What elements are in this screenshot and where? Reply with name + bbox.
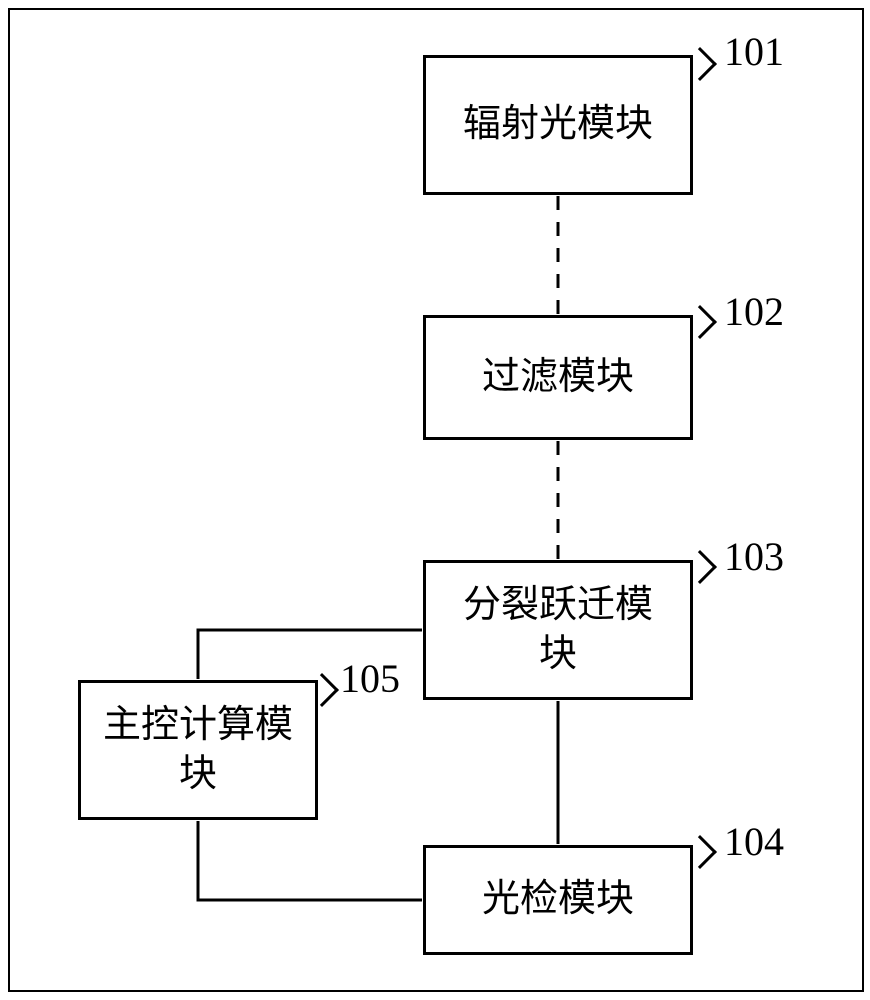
edges-layer: [0, 0, 870, 1000]
edge-n105-n104: [198, 821, 422, 900]
edge-n103-n105: [198, 630, 422, 679]
